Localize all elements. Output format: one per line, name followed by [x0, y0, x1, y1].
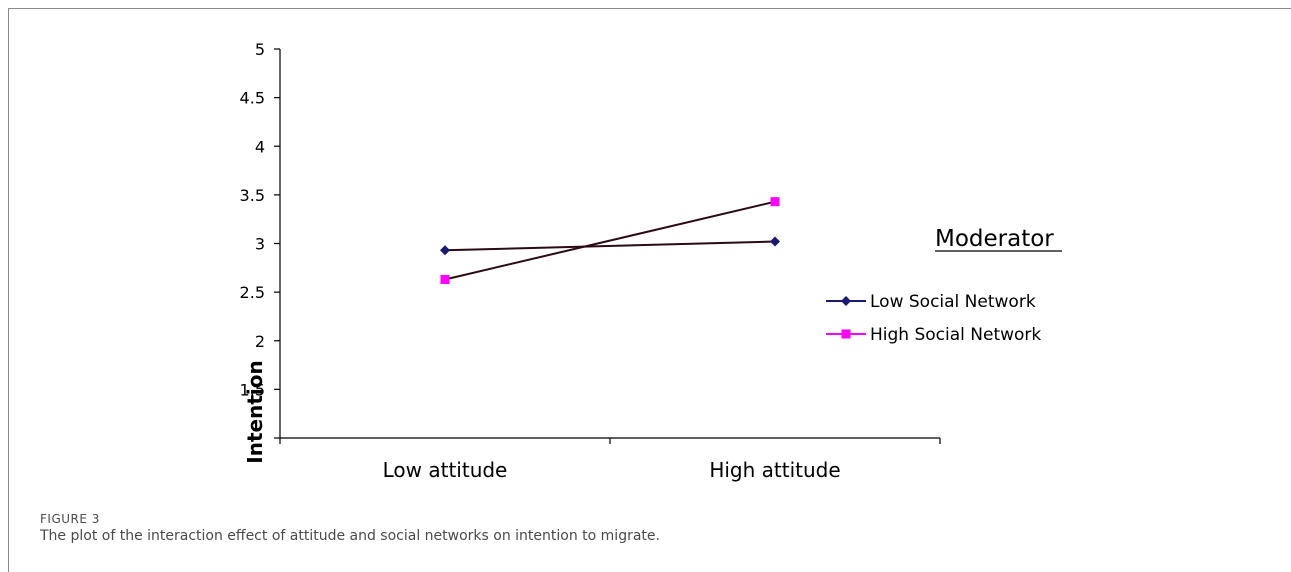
- interaction-chart: 1.522.533.544.55 Low attitude High attitu…: [0, 0, 1291, 505]
- data-point: [770, 237, 780, 247]
- data-point: [771, 197, 780, 206]
- legend-label: High Social Network: [870, 325, 1041, 345]
- legend-title: Moderator: [935, 226, 1054, 252]
- series-lines: [445, 202, 775, 280]
- y-tick-label: 3.5: [240, 186, 265, 205]
- figure-label: FIGURE 3: [40, 512, 100, 526]
- x-tick-label: Low attitude: [383, 458, 508, 482]
- y-tick-label: 4: [255, 137, 265, 156]
- legend-label: Low Social Network: [870, 292, 1036, 312]
- legend-marker: [842, 330, 851, 339]
- x-tick-label: High attitude: [709, 458, 840, 482]
- y-tick-labels: 1.522.533.544.55: [240, 40, 265, 399]
- x-tick-labels: Low attitude High attitude: [383, 458, 841, 482]
- y-tick-label: 2.5: [240, 283, 265, 302]
- y-tick-label: 5: [255, 40, 265, 59]
- legend-marker: [841, 296, 851, 306]
- y-tick-label: 4.5: [240, 89, 265, 108]
- figure-caption: The plot of the interaction effect of at…: [40, 528, 660, 544]
- series-line-1: [445, 202, 775, 280]
- data-point: [440, 245, 450, 255]
- data-point: [441, 275, 450, 284]
- y-axis-label: Intention: [243, 360, 267, 463]
- y-tick-label: 2: [255, 332, 265, 351]
- series-line-0: [445, 242, 775, 251]
- y-tick-label: 3: [255, 235, 265, 254]
- chart-legend: Low Social Network High Social Network: [826, 292, 1041, 345]
